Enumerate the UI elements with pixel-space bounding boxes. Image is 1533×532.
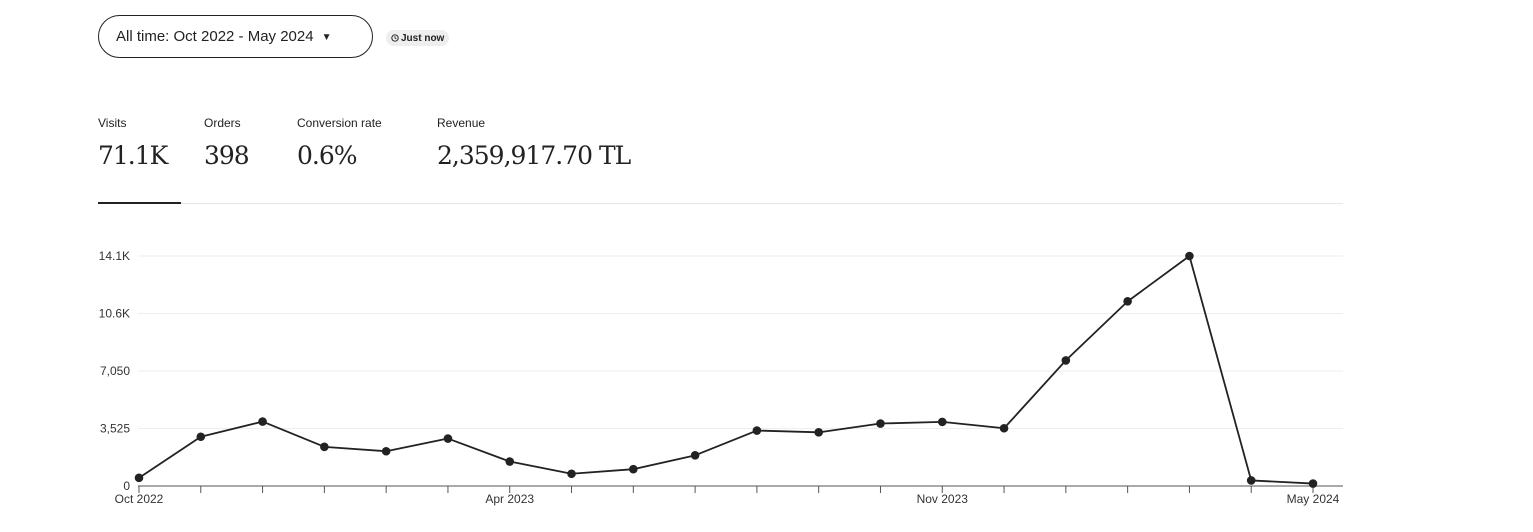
data-point	[1123, 297, 1132, 306]
metric-tab-conversion-rate[interactable]: Conversion rate 0.6%	[297, 116, 382, 170]
clock-icon	[391, 34, 399, 42]
status-badge: Just now	[386, 30, 450, 46]
data-point	[1246, 476, 1256, 485]
caret-down-icon: ▼	[321, 31, 332, 43]
data-point	[876, 419, 885, 428]
active-tab-indicator	[98, 202, 181, 204]
data-point	[629, 464, 638, 474]
data-point	[1185, 251, 1194, 261]
data-point	[999, 423, 1009, 433]
data-point	[567, 469, 576, 479]
data-point	[505, 457, 515, 466]
y-tick-label: 14.1K	[99, 249, 130, 263]
data-point	[381, 446, 391, 456]
data-point	[1308, 479, 1318, 488]
metric-label: Orders	[204, 116, 241, 130]
x-tick-label: Nov 2023	[917, 492, 969, 506]
metric-value: 0.6%	[297, 141, 358, 170]
metric-value: 398	[204, 141, 250, 170]
metric-value: 71.1K	[98, 141, 168, 170]
metric-tab-visits[interactable]: Visits 71.1K	[98, 116, 168, 170]
date-range-label: All time: Oct 2022 - May 2024	[116, 28, 314, 45]
data-point	[1061, 356, 1071, 365]
metric-tab-revenue[interactable]: Revenue 2,359,917.70 TL	[437, 116, 631, 170]
x-tick-label: Apr 2023	[485, 492, 534, 506]
metric-tab-orders[interactable]: Orders 398	[204, 116, 250, 170]
date-range-dropdown[interactable]: All time: Oct 2022 - May 2024 ▼	[98, 15, 373, 58]
metric-label: Conversion rate	[297, 116, 382, 130]
x-tick-label: May 2024	[1287, 492, 1340, 506]
metric-label: Visits	[98, 116, 127, 130]
y-tick-label: 10.6K	[99, 307, 130, 321]
tabs-divider	[98, 203, 1343, 204]
data-point	[937, 417, 947, 427]
y-tick-label: 7,050	[100, 364, 130, 378]
data-point	[814, 428, 823, 437]
data-point	[134, 473, 144, 483]
metric-value: 2,359,917.70 TL	[437, 141, 631, 170]
y-tick-label: 3,525	[100, 422, 130, 436]
data-point	[752, 426, 762, 435]
data-point	[258, 417, 267, 426]
data-point	[196, 432, 206, 442]
metric-label: Revenue	[437, 116, 486, 130]
data-point	[690, 451, 700, 460]
data-point	[320, 442, 329, 452]
status-text: Just now	[401, 32, 445, 44]
data-point	[443, 434, 453, 443]
y-tick-label: 0	[123, 479, 130, 493]
x-tick-label: Oct 2022	[115, 492, 164, 506]
series-line	[138, 255, 1314, 485]
